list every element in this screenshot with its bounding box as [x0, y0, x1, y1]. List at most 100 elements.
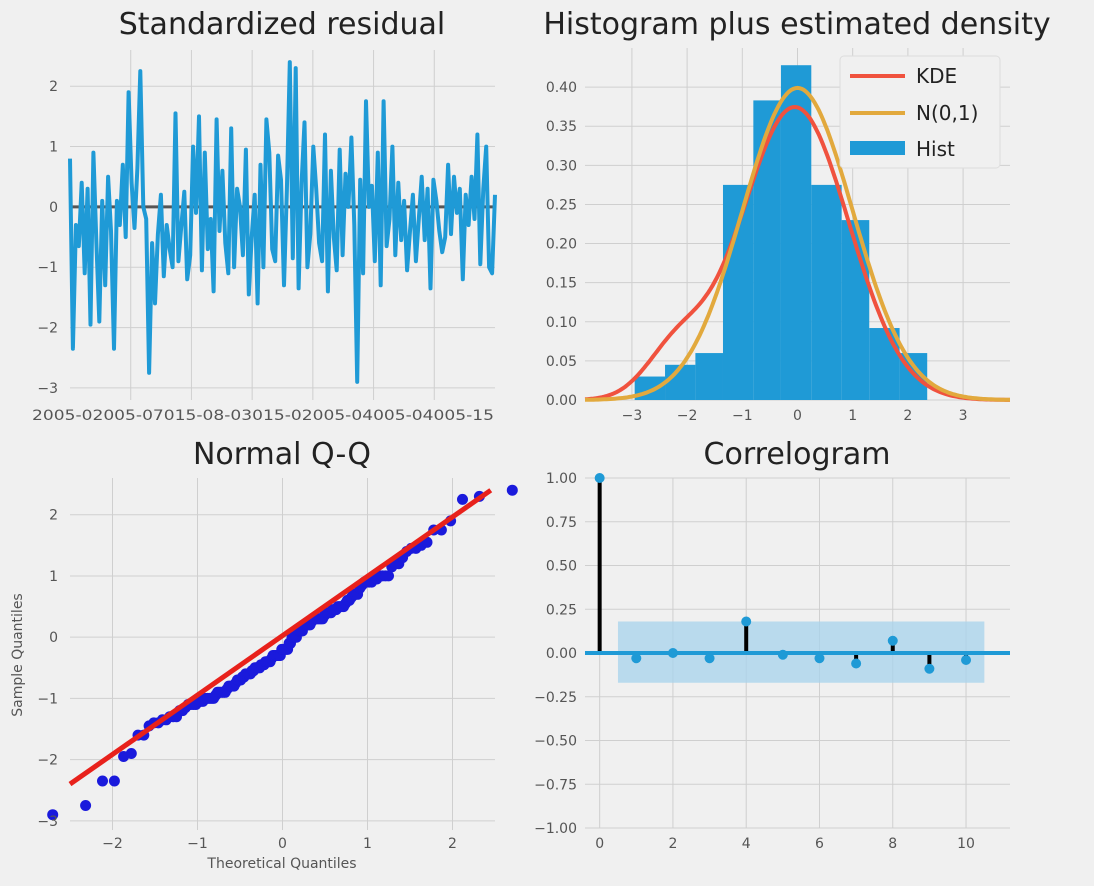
acf-marker: [887, 635, 898, 646]
std-resid-yticks: −3 −2 −1 0 1 2: [37, 79, 58, 397]
correlogram-ytick-label: −0.25: [534, 690, 577, 706]
qq-points: [47, 484, 518, 821]
acf-marker: [851, 658, 862, 669]
histogram-legend: KDE N(0,1) Hist: [839, 55, 1001, 169]
qq-point: [457, 493, 468, 505]
correlogram-ytick-label: 0.75: [546, 515, 577, 531]
histogram-bar: [753, 100, 781, 401]
correlogram-ytick-label: 0.00: [546, 646, 577, 662]
histogram-title: Histogram plus estimated density: [543, 7, 1050, 42]
residual-series-line: [68, 60, 497, 384]
correlogram-ytick-label: −0.50: [534, 734, 577, 750]
histogram-xtick-label: −3: [622, 408, 643, 424]
qq-reference-line: [68, 488, 493, 787]
acf-marker: [814, 653, 825, 664]
normal-curve: [585, 85, 1010, 402]
acf-marker: [594, 473, 605, 483]
qq-point: [125, 748, 137, 759]
std-resid-panel: −3 −2 −1 0 1 2 2005-02005-07015-08-03015-0200…: [32, 7, 497, 424]
histogram-bar: [695, 353, 723, 400]
qq-ytick-label: 2: [49, 508, 58, 524]
correlogram-ytick-label: −1.00: [534, 821, 577, 837]
qq-fit-line: [68, 488, 493, 787]
histogram-xtick-label: 0: [793, 408, 802, 424]
legend-hist-label: Hist: [916, 137, 955, 161]
qq-point: [506, 484, 518, 496]
acf-marker: [704, 653, 715, 664]
histogram-bar: [869, 328, 900, 400]
std-resid-ytick-label: −3: [37, 381, 58, 397]
histogram-bar: [780, 65, 812, 400]
correlogram-xtick-label: 2: [668, 836, 677, 852]
acf-marker: [631, 653, 642, 664]
correlogram-title: Correlogram: [704, 437, 891, 472]
histogram-ytick-label: 0.05: [546, 354, 577, 370]
correlogram-ytick-label: 0.50: [546, 559, 577, 575]
qq-xtick-label: −1: [187, 836, 208, 852]
std-resid-xtick-labels: 2005-02005-07015-08-03015-02005-04005-04…: [32, 408, 494, 424]
histogram-ytick-label: 0.25: [546, 197, 577, 213]
histogram-panel: 0.000.050.100.150.200.250.300.350.40 −3−…: [543, 7, 1050, 424]
qq-point: [97, 775, 108, 787]
correlogram-ytick-label: 1.00: [546, 471, 577, 487]
histogram-ytick-label: 0.00: [546, 393, 577, 409]
qq-xtick-label: 1: [363, 836, 372, 852]
qq-ytick-label: −1: [37, 691, 58, 707]
histogram-bar: [811, 184, 842, 400]
qq-ytick-label: 0: [49, 630, 58, 646]
acf-marker: [667, 648, 678, 658]
acf-marker: [924, 663, 935, 674]
histogram-yticks: 0.00 0.05 0.10 0.15 0.20 0.25 0.30 0.35 0.40: [546, 80, 577, 409]
std-resid-ytick-label: 0: [49, 200, 58, 216]
acf-marker: [961, 655, 972, 665]
acf-marker: [777, 649, 788, 660]
correlogram-markers: [594, 473, 972, 674]
qq-xtick-label: 2: [448, 836, 457, 852]
correlogram-xticks: 0 2 4 6 8 10: [595, 836, 975, 852]
qq-point: [80, 800, 92, 811]
qq-ytick-label: −2: [37, 753, 58, 769]
histogram-xtick-label: 1: [848, 408, 857, 424]
correlogram-panel: −1.00 −0.75 −0.50 −0.25 0.00 0.25 0.50 0.75 1.00…: [534, 437, 1010, 852]
histogram-curves: [584, 85, 1010, 402]
qq-point: [108, 775, 120, 787]
std-resid-ytick-label: −1: [37, 260, 58, 276]
kde-curve: [584, 104, 1010, 402]
qq-ytick-label: 1: [49, 569, 58, 585]
histogram-ytick-label: 0.35: [546, 119, 577, 135]
legend-kde-label: KDE: [916, 64, 957, 88]
correlogram-xtick-label: 0: [595, 836, 604, 852]
qq-point: [383, 570, 394, 582]
std-resid-series: [68, 60, 497, 384]
histogram-xtick-label: −2: [677, 408, 698, 424]
correlogram-xtick-label: 4: [742, 836, 751, 852]
correlogram-xtick-label: 6: [815, 836, 824, 852]
histogram-ytick-label: 0.20: [546, 237, 577, 253]
histogram-xtick-label: −1: [732, 408, 753, 424]
correlogram-xtick-label: 8: [888, 836, 897, 852]
correlogram-yticks: −1.00 −0.75 −0.50 −0.25 0.00 0.25 0.50 0.75 1.00: [534, 471, 577, 837]
histogram-xticks: −3 −2 −1 0 1 2 3: [622, 408, 968, 424]
histogram-ytick-label: 0.40: [546, 80, 577, 96]
qq-title: Normal Q-Q: [193, 437, 371, 472]
std-resid-title: Standardized residual: [119, 7, 445, 42]
std-resid-ytick-label: −2: [37, 321, 58, 337]
histogram-ytick-label: 0.30: [546, 158, 577, 174]
qq-panel: −3 −2 −1 0 1 2 −2 −1 0 1 2 Normal Q-Q Theoretical…: [10, 437, 518, 872]
histogram-xtick-label: 2: [903, 408, 912, 424]
histogram-ytick-label: 0.15: [546, 276, 577, 292]
histogram-bar: [665, 364, 696, 400]
qq-yticks: −3 −2 −1 0 1 2: [37, 508, 58, 830]
qq-point: [47, 809, 59, 821]
qq-xtick-label: 0: [278, 836, 287, 852]
acf-marker: [741, 616, 752, 627]
qq-xtick-label: −2: [102, 836, 123, 852]
histogram-ytick-label: 0.10: [546, 315, 577, 331]
legend-normal-label: N(0,1): [916, 101, 978, 125]
std-resid-ytick-label: 1: [49, 140, 58, 156]
std-resid-ytick-label: 2: [49, 79, 58, 95]
histogram-xtick-label: 3: [959, 408, 968, 424]
qq-xlabel: Theoretical Quantiles: [206, 856, 356, 872]
